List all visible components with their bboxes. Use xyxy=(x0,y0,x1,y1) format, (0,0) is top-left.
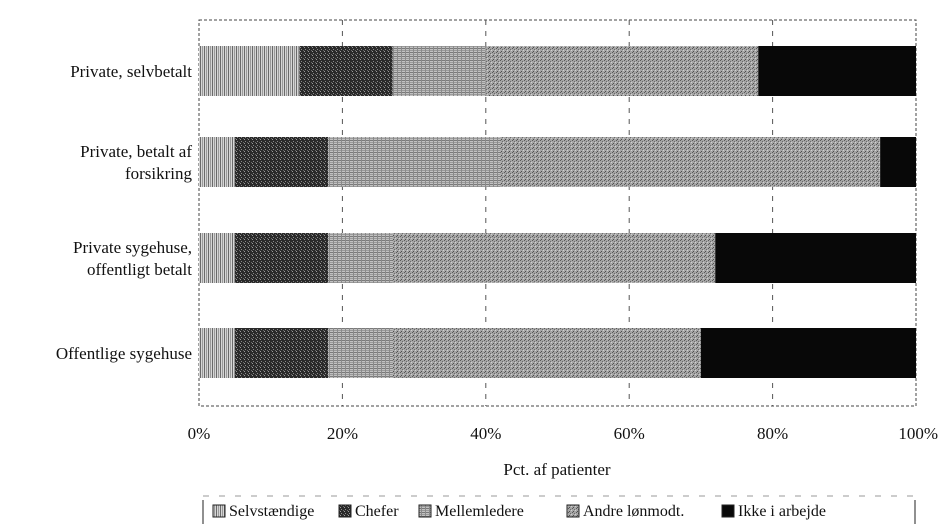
legend-label-5: Ikke i arbejde xyxy=(738,503,826,520)
x-tick-label-5: 80% xyxy=(757,424,788,443)
bar-segment-2-2 xyxy=(234,137,329,187)
x-tick-label-2: 20% xyxy=(327,424,358,443)
bar-segment-4-5 xyxy=(700,328,916,378)
bar-segment-1-3 xyxy=(392,46,486,96)
legend-swatch-1 xyxy=(212,504,226,518)
bar-segment-1-5 xyxy=(758,46,916,96)
bar-segment-4-2 xyxy=(234,328,329,378)
legend-label-4: Andre lønmodt. xyxy=(583,503,684,520)
legend-swatch-5 xyxy=(721,504,735,518)
x-tick-label-1: 0% xyxy=(188,424,211,443)
x-axis-ticks: 0% 20% 40% 60% 80% 100% xyxy=(188,424,938,443)
bar-segment-1-4 xyxy=(485,46,759,96)
bar-segment-2-3 xyxy=(328,137,501,187)
legend-swatch-4 xyxy=(566,504,580,518)
bar-segment-1-1 xyxy=(199,46,300,96)
legend: Selvstændige Chefer Mellemledere Andre lønm… xyxy=(202,495,916,524)
bar-segment-3-1 xyxy=(199,233,235,283)
bar-segment-3-3 xyxy=(328,233,393,283)
bar-segment-4-1 xyxy=(199,328,235,378)
x-tick-label-3: 40% xyxy=(470,424,501,443)
legend-swatch-2 xyxy=(338,504,352,518)
category-label-1: Private, selvbetalt xyxy=(70,62,192,81)
bar-segment-3-2 xyxy=(234,233,329,283)
category-label-2: Private, betalt af forsikring xyxy=(80,142,192,183)
bar-segment-4-4 xyxy=(392,328,701,378)
legend-label-3: Mellemledere xyxy=(435,503,524,520)
x-axis-title: Pct. af patienter xyxy=(503,460,610,479)
category-label-4: Offentlige sygehuse xyxy=(56,344,192,363)
bar-segment-4-3 xyxy=(328,328,393,378)
bar-segment-2-1 xyxy=(199,137,235,187)
bar-segment-2-4 xyxy=(500,137,881,187)
legend-label-1: Selvstændige xyxy=(229,503,314,520)
bar-segment-2-5 xyxy=(880,137,916,187)
bars xyxy=(199,46,916,378)
category-labels: Private, selvbetalt Private, betalt af for… xyxy=(56,62,193,363)
x-tick-label-4: 60% xyxy=(614,424,645,443)
x-tick-label-6: 100% xyxy=(898,424,938,443)
plot-area-frame xyxy=(198,19,917,407)
legend-label-2: Chefer xyxy=(355,503,399,520)
legend-swatch-3 xyxy=(418,504,432,518)
category-label-3: Private sygehuse, offentligt betalt xyxy=(73,238,192,279)
bar-segment-3-5 xyxy=(715,233,916,283)
bar-segment-3-4 xyxy=(392,233,716,283)
bar-segment-1-2 xyxy=(299,46,393,96)
